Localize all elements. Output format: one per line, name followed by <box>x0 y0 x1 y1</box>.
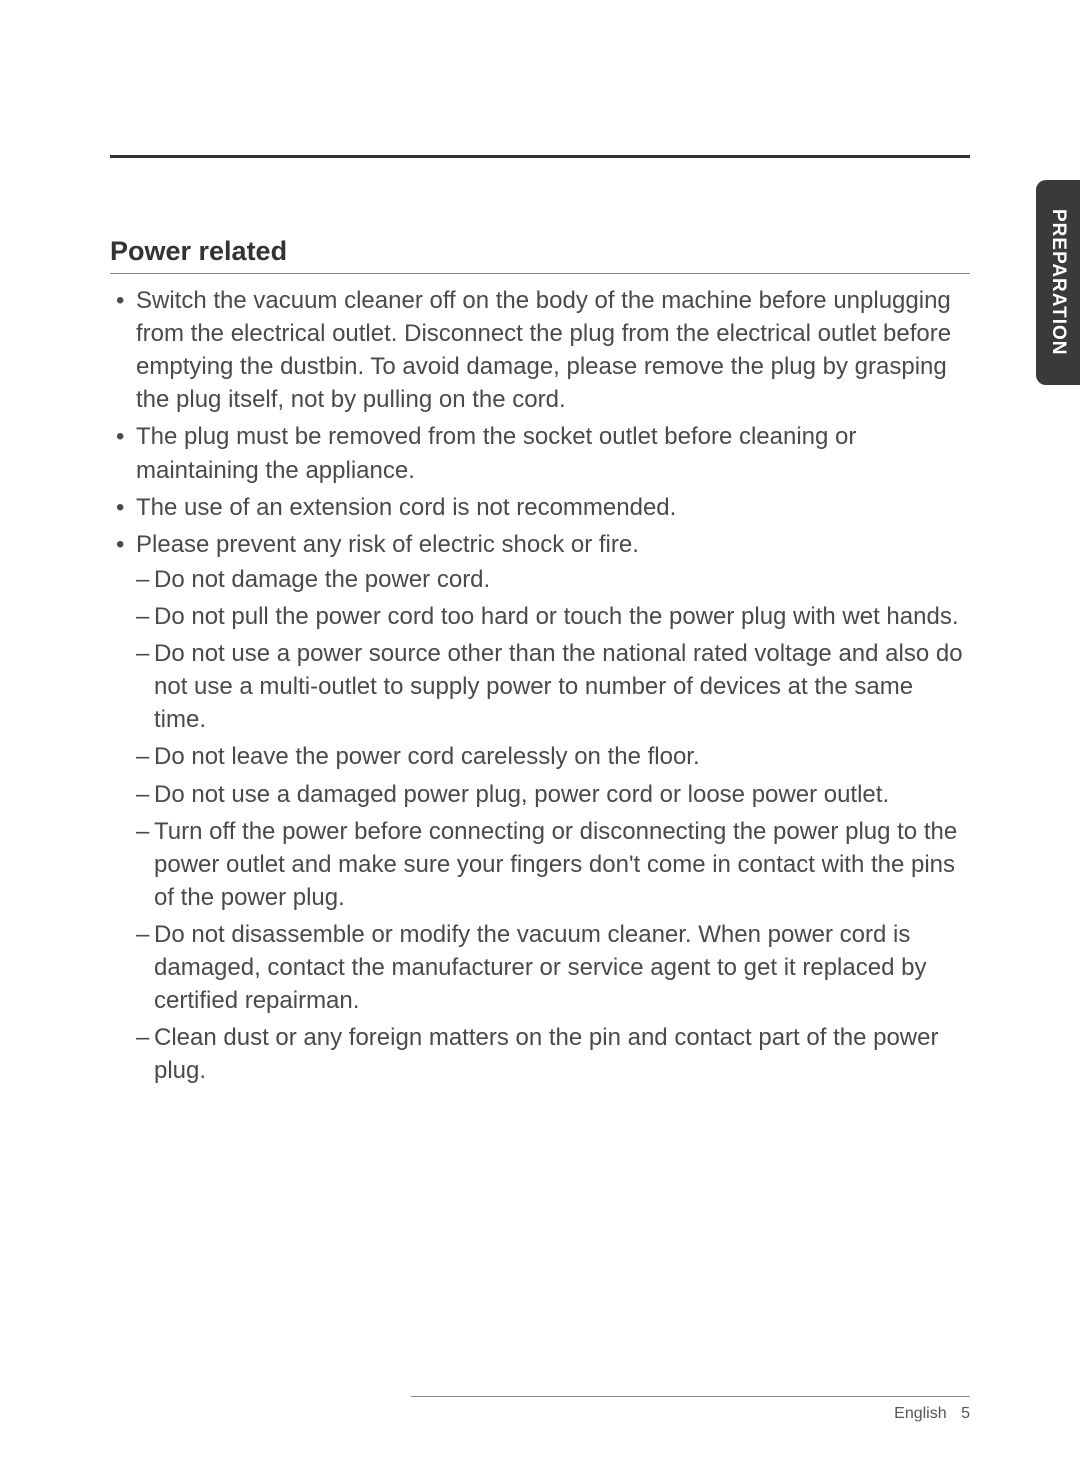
list-item: The plug must be removed from the socket… <box>110 420 970 486</box>
sub-list-item: Turn off the power before connecting or … <box>136 815 970 914</box>
list-item-text: The plug must be removed from the socket… <box>136 423 856 483</box>
heading-underline <box>110 273 970 274</box>
bullet-list: Switch the vacuum cleaner off on the bod… <box>110 284 970 1088</box>
top-horizontal-rule <box>110 155 970 158</box>
sub-list-item: Do not pull the power cord too hard or t… <box>136 600 970 633</box>
sub-list-item: Do not disassemble or modify the vacuum … <box>136 918 970 1017</box>
sub-bullet-list: Do not damage the power cord. Do not pul… <box>136 563 970 1088</box>
sub-list-item: Do not damage the power cord. <box>136 563 970 596</box>
manual-page: PREPARATION Power related Switch the vac… <box>0 0 1080 1479</box>
list-item: Please prevent any risk of electric shoc… <box>110 528 970 1088</box>
list-item-text: Please prevent any risk of electric shoc… <box>136 531 639 558</box>
side-tab-label: PREPARATION <box>1047 209 1069 355</box>
list-item: Switch the vacuum cleaner off on the bod… <box>110 284 970 416</box>
section-heading: Power related <box>110 236 970 267</box>
sub-list-item: Do not leave the power cord carelessly o… <box>136 740 970 773</box>
footer-page-number: 5 <box>961 1405 970 1422</box>
footer-rule <box>411 1396 970 1397</box>
page-footer: English 5 <box>110 1396 970 1423</box>
footer-text: English 5 <box>110 1405 970 1423</box>
list-item-text: The use of an extension cord is not reco… <box>136 494 676 521</box>
footer-language: English <box>894 1405 946 1422</box>
list-item: The use of an extension cord is not reco… <box>110 491 970 524</box>
list-item-text: Switch the vacuum cleaner off on the bod… <box>136 287 951 413</box>
sub-list-item: Clean dust or any foreign matters on the… <box>136 1021 970 1087</box>
sub-list-item: Do not use a power source other than the… <box>136 637 970 736</box>
sub-list-item: Do not use a damaged power plug, power c… <box>136 778 970 811</box>
section-side-tab: PREPARATION <box>1036 180 1080 385</box>
